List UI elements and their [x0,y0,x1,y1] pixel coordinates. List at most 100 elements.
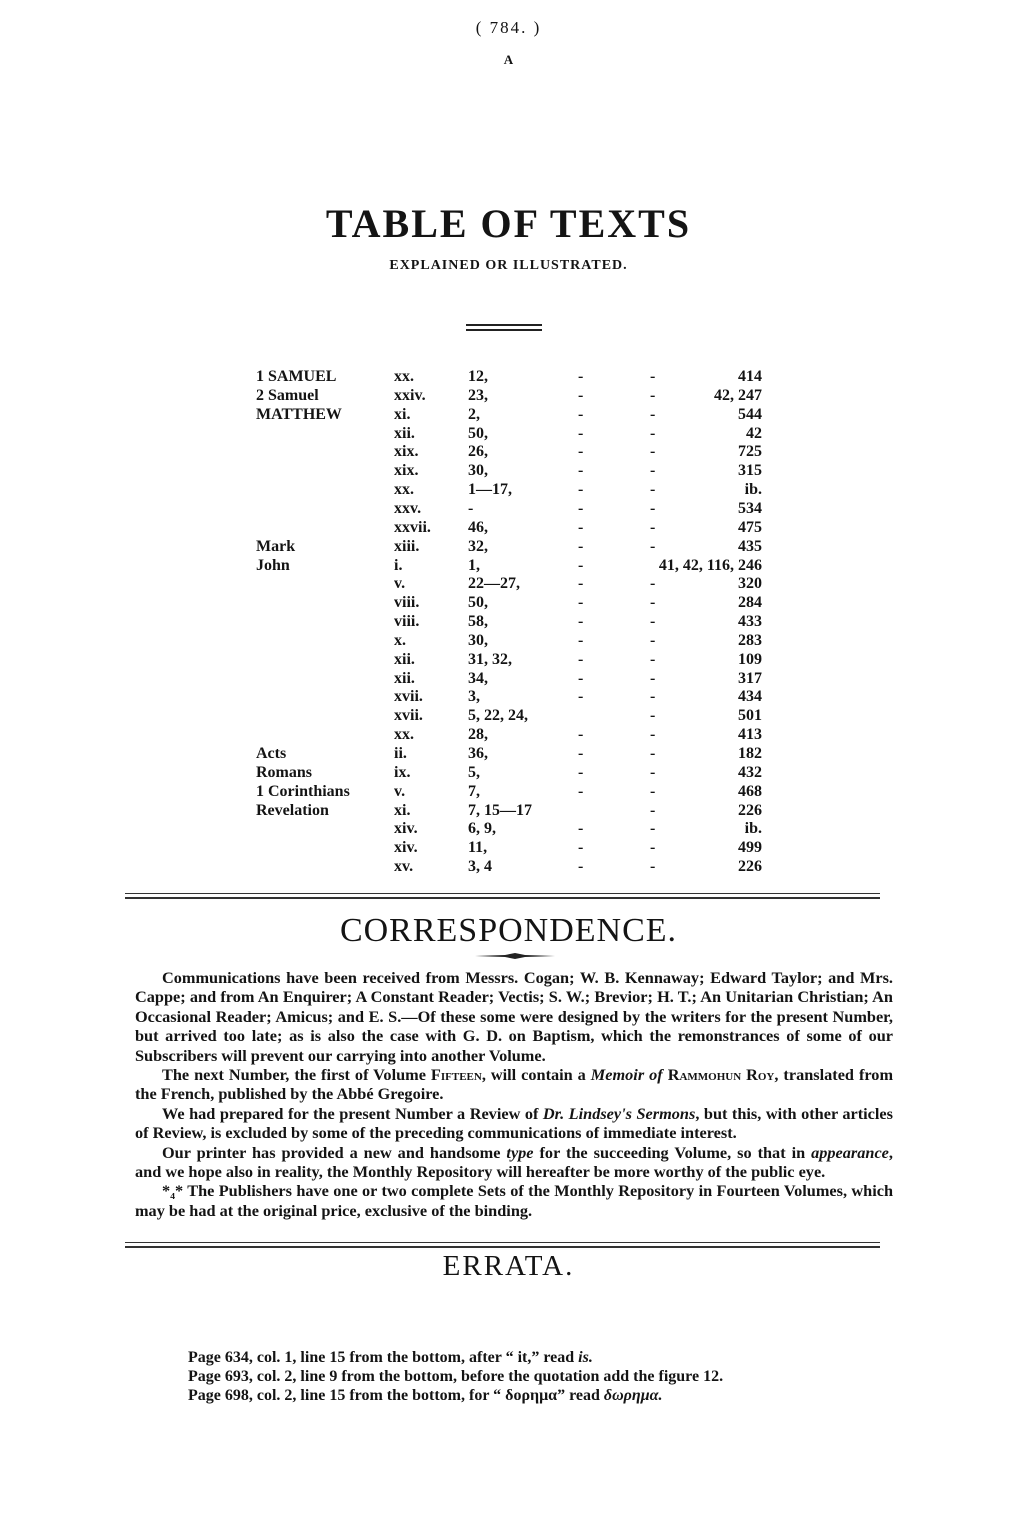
cell-page: 226 [738,801,762,819]
page-title: TABLE OF TEXTS [325,201,692,246]
cell-verse: 1—17, [468,481,512,499]
table-row: xx. 28, - - 413 [0,726,1017,745]
cell-book: Acts [256,745,287,762]
text: type [506,1142,534,1162]
cell-leader: - [650,820,656,838]
correspondence-paragraph: Communications have been received from M… [135,968,893,1065]
cell-verse: 12, [468,368,488,385]
table-row: Mark xiii. 32, - - 435 [0,538,1017,557]
cell-leader: - [578,839,584,857]
cell-chapter: xxv. [394,499,422,517]
cell-verse: 28, [468,726,488,744]
text: Dr. Lindsey's Sermons [542,1103,696,1123]
page-subtitle: EXPLAINED OR ILLUSTRATED. [389,258,628,273]
errata-item: Page 693, col. 2, line 9 from the bottom… [188,1367,723,1386]
cell-leader: - [578,537,584,555]
text: , and we hope also in reality, the Month… [135,1142,893,1182]
cell-page: 315 [738,462,762,480]
cell-leader: - [650,405,656,423]
divider [125,893,880,894]
cell-leader: - [650,801,656,819]
table-row: xxv. - - - 534 [0,500,1017,519]
cell-leader: - [578,650,584,668]
cell-chapter: v. [394,782,406,800]
cell-verse: 31, 32, [468,650,512,668]
cell-chapter: xxiv. [394,386,426,404]
cell-leader: - [650,518,656,536]
cell-leader: - [578,820,584,838]
cell-chapter: xx. [394,726,414,744]
text: We had prepared for the present Number a… [162,1103,543,1123]
cell-page: 725 [738,443,762,461]
cell-page: 468 [738,782,762,800]
cell-chapter: xxvii. [394,518,431,536]
cell-verse: 5, 22, 24, [468,707,528,725]
cell-leader: - [578,518,584,536]
cell-verse: 1, [468,556,480,574]
cell-leader: - [650,631,656,649]
cell-chapter: xiv. [394,820,418,838]
cell-leader: - [578,726,584,744]
correspondence-paragraph: Our printer has provided a new and hands… [135,1143,893,1182]
table-row: Acts ii. 36, - - 182 [0,745,1017,764]
table-row: xiv. 6, 9, - - ib. [0,820,1017,839]
cell-leader: - [650,669,656,687]
cell-chapter: xix. [394,443,419,461]
cell-leader: - [578,688,584,706]
cell-leader: - [650,707,656,725]
table-row: MATTHEW xi. 2, - - 544 [0,406,1017,425]
cell-verse: 3, 4 [468,858,492,876]
correspondence-title: CORRESPONDENCE. [339,912,678,949]
errata-item: Page 634, col. 1, line 15 from the botto… [188,1348,723,1367]
text: Our printer has provided a new and hands… [162,1142,507,1162]
table-row: 1 Corinthians v. 7, - - 468 [0,783,1017,802]
cell-chapter: xix. [394,462,419,480]
cell-page: 432 [738,763,762,781]
cell-leader: - [578,481,584,499]
cell-verse: 3, [468,688,480,706]
cell-leader: - [578,462,584,480]
cell-page: 434 [738,688,762,706]
cell-book: MATTHEW [256,405,342,423]
cell-chapter: xvii. [394,707,423,725]
cell-leader: - [578,443,584,461]
cell-chapter: xx. [394,481,414,499]
cell-chapter: ix. [394,763,411,781]
cell-page: ib. [744,481,762,499]
cell-verse: 22—27, [468,575,520,593]
table-row: xvii. 3, - - 434 [0,688,1017,707]
table-row: viii. 50, - - 284 [0,594,1017,613]
cell-leader: - [578,858,584,876]
table-row: xii. 34, - - 317 [0,670,1017,689]
cell-verse: 26, [468,443,488,461]
cell-page: ib. [744,820,762,838]
cell-page: 435 [738,537,762,555]
cell-verse: 7, [468,782,480,800]
cell-verse: 50, [468,424,488,442]
cell-chapter: xiv. [394,839,418,857]
cell-leader: - [650,462,656,480]
text: Memoir of [590,1065,663,1085]
cell-page: 413 [738,726,762,744]
cell-leader: - [578,745,584,762]
text: , but this, with other articles of Revie… [135,1103,893,1143]
cell-chapter: xi. [394,405,411,423]
correspondence-paragraph: We had prepared for the present Number a… [135,1104,893,1143]
text: , translated from the French, published … [135,1065,894,1104]
page-number: ( 784. ) [475,18,542,37]
errata-list: Page 634, col. 1, line 15 from the botto… [188,1348,723,1405]
text: for the succeeding Volume, so that in [533,1142,812,1162]
cell-page: 534 [738,499,762,517]
text: , will contain a [481,1065,591,1085]
errata-title: ERRATA. [442,1250,575,1282]
cell-book: 2 Samuel [256,386,319,404]
cell-leader: - [578,594,584,612]
cell-leader: - [650,537,656,555]
cell-book: Revelation [256,801,329,819]
cell-leader: - [578,499,584,517]
table-row: Revelation xi. 7, 15—17 - 226 [0,802,1017,821]
cell-leader: - [578,575,584,593]
cell-leader: - [578,368,584,385]
cell-leader: - [578,405,584,423]
correspondence-paragraph: The next Number, the first of Volume Fif… [135,1065,893,1104]
